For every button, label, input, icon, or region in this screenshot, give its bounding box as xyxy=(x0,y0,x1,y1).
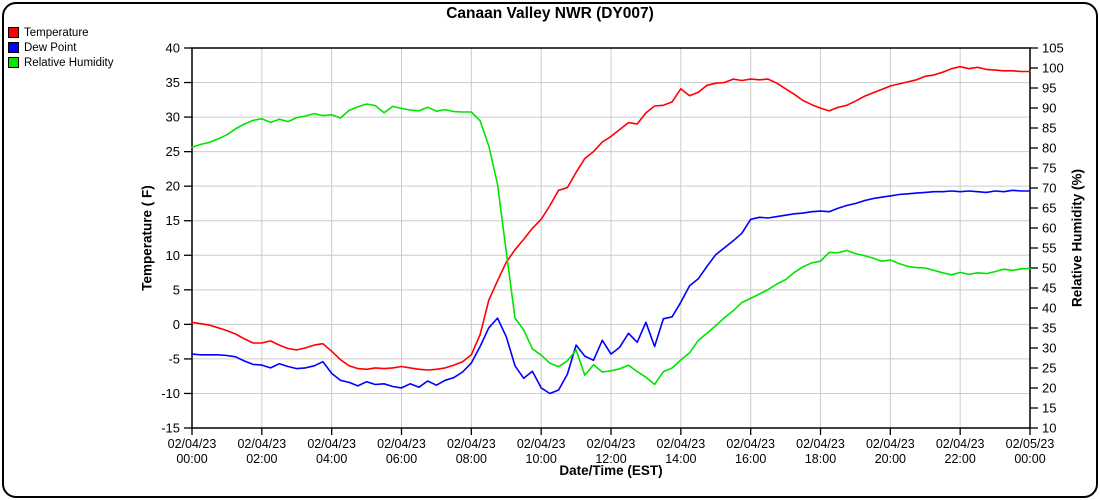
legend-item-relative-humidity: Relative Humidity xyxy=(8,55,113,70)
svg-text:35: 35 xyxy=(1042,321,1056,336)
svg-text:02/04/23: 02/04/23 xyxy=(726,437,775,451)
svg-text:30: 30 xyxy=(1042,341,1056,356)
svg-text:-10: -10 xyxy=(161,386,180,401)
svg-text:40: 40 xyxy=(1042,301,1056,316)
svg-text:02/04/23: 02/04/23 xyxy=(796,437,845,451)
svg-text:35: 35 xyxy=(166,75,180,90)
left-axis-title: Temperature ( F) xyxy=(139,185,155,291)
svg-text:02/04/23: 02/04/23 xyxy=(656,437,705,451)
svg-text:40: 40 xyxy=(166,41,180,56)
svg-text:105: 105 xyxy=(1042,41,1064,56)
svg-text:02/04/23: 02/04/23 xyxy=(866,437,915,451)
legend: Temperature Dew Point Relative Humidity xyxy=(8,25,113,70)
svg-text:02:00: 02:00 xyxy=(246,452,277,466)
svg-text:65: 65 xyxy=(1042,201,1056,216)
chart-title: Canaan Valley NWR (DY007) xyxy=(446,5,654,22)
svg-text:20: 20 xyxy=(166,179,180,194)
svg-text:55: 55 xyxy=(1042,241,1056,256)
svg-text:00:00: 00:00 xyxy=(176,452,207,466)
svg-text:02/04/23: 02/04/23 xyxy=(587,437,636,451)
svg-text:08:00: 08:00 xyxy=(456,452,487,466)
svg-text:5: 5 xyxy=(173,282,180,297)
svg-text:14:00: 14:00 xyxy=(665,452,696,466)
svg-text:60: 60 xyxy=(1042,221,1056,236)
svg-text:70: 70 xyxy=(1042,181,1056,196)
svg-text:02/04/23: 02/04/23 xyxy=(237,437,286,451)
svg-text:100: 100 xyxy=(1042,61,1064,76)
legend-item-dew-point: Dew Point xyxy=(8,40,113,55)
svg-text:85: 85 xyxy=(1042,121,1056,136)
svg-text:50: 50 xyxy=(1042,261,1056,276)
svg-text:45: 45 xyxy=(1042,281,1056,296)
svg-text:30: 30 xyxy=(166,110,180,125)
svg-text:02/04/23: 02/04/23 xyxy=(447,437,496,451)
legend-item-temperature: Temperature xyxy=(8,25,113,40)
svg-text:25: 25 xyxy=(1042,361,1056,376)
svg-text:80: 80 xyxy=(1042,141,1056,156)
svg-text:20: 20 xyxy=(1042,381,1056,396)
svg-text:10: 10 xyxy=(166,248,180,263)
svg-text:75: 75 xyxy=(1042,161,1056,176)
right-axis-title: Relative Humidity (%) xyxy=(1069,168,1085,308)
legend-swatch-relative-humidity-icon xyxy=(8,57,19,68)
svg-text:02/05/23: 02/05/23 xyxy=(1006,437,1055,451)
svg-text:16:00: 16:00 xyxy=(735,452,766,466)
svg-text:06:00: 06:00 xyxy=(386,452,417,466)
svg-text:25: 25 xyxy=(166,144,180,159)
svg-text:90: 90 xyxy=(1042,101,1056,116)
svg-text:12:00: 12:00 xyxy=(595,452,626,466)
svg-text:20:00: 20:00 xyxy=(875,452,906,466)
svg-text:-5: -5 xyxy=(168,351,180,366)
svg-text:02/04/23: 02/04/23 xyxy=(307,437,356,451)
legend-label-dew-point: Dew Point xyxy=(24,41,77,54)
svg-text:15: 15 xyxy=(166,213,180,228)
legend-label-relative-humidity: Relative Humidity xyxy=(24,56,114,69)
svg-text:02/04/23: 02/04/23 xyxy=(936,437,985,451)
legend-swatch-temperature-icon xyxy=(8,27,19,38)
svg-text:00:00: 00:00 xyxy=(1014,452,1045,466)
svg-text:18:00: 18:00 xyxy=(805,452,836,466)
svg-text:-15: -15 xyxy=(161,421,180,436)
svg-text:02/04/23: 02/04/23 xyxy=(377,437,426,451)
svg-text:02/04/23: 02/04/23 xyxy=(168,437,217,451)
svg-text:04:00: 04:00 xyxy=(316,452,347,466)
legend-label-temperature: Temperature xyxy=(24,26,89,39)
svg-text:22:00: 22:00 xyxy=(945,452,976,466)
svg-text:02/04/23: 02/04/23 xyxy=(517,437,566,451)
svg-text:95: 95 xyxy=(1042,81,1056,96)
svg-text:15: 15 xyxy=(1042,401,1056,416)
legend-swatch-dew-point-icon xyxy=(8,42,19,53)
svg-text:10:00: 10:00 xyxy=(526,452,557,466)
x-axis-title: Date/Time (EST) xyxy=(559,463,663,478)
svg-text:0: 0 xyxy=(173,317,180,332)
svg-text:10: 10 xyxy=(1042,421,1056,436)
